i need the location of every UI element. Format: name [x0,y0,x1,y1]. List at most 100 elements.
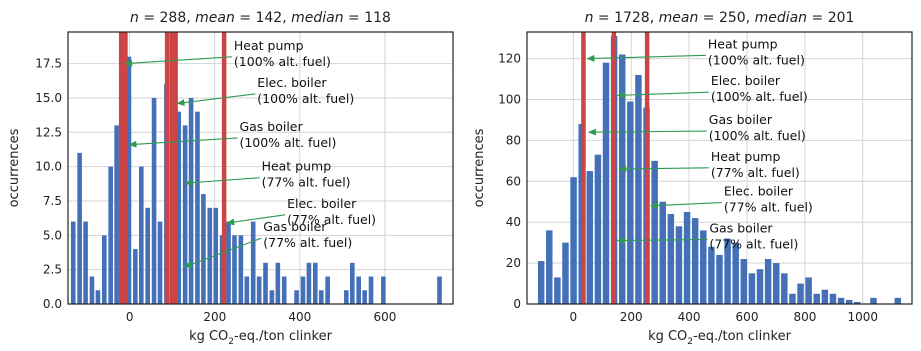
annotation-arrow [616,237,708,245]
title-part: n [585,10,594,26]
histogram-bar [781,273,788,304]
histogram-bar [675,226,683,304]
x-axis-label-subscript: 2 [228,337,234,347]
histogram-bar [845,299,853,304]
y-tick-label: 17.5 [35,57,62,71]
histogram-bar [325,276,330,304]
annotation-line: Heat pump [711,149,781,164]
histogram-bar [238,235,244,304]
title-part: = 250, [698,10,754,26]
histogram-bar [207,207,213,304]
title-part: = 118 [344,10,391,26]
annotation-arrow [128,137,238,148]
x-axis-label: kg CO2-eq./ton clinker [189,329,333,347]
y-tick-label: 15.0 [35,91,62,105]
title-part: = 142, [235,10,291,26]
annotation-line: Elec. boiler [257,75,327,90]
y-tick-label: 80 [506,133,521,147]
annotation-arrow [226,214,286,226]
histogram-bar [667,214,675,304]
histogram-bar [306,262,312,304]
histogram-bar [226,221,231,304]
plot-area [68,32,453,304]
histogram-bar [362,290,367,304]
chart-title: n = 288, mean = 142, median = 118 [130,10,391,26]
annotation-line: (77% alt. fuel) [724,200,813,215]
annotation-line: Heat pump [234,38,304,53]
histogram-bar [176,111,182,305]
axes-frame [526,31,913,305]
x-axis-label-subscript: 2 [687,337,693,347]
chart-title: n = 1728, mean = 250, median = 201 [585,10,855,26]
histogram-bar [83,221,88,304]
y-tick-label: 5.0 [43,228,62,242]
histogram-bar [740,259,748,304]
histogram-bar [275,262,281,304]
histogram-bar [114,125,119,304]
histogram-bar [837,297,845,304]
histogram-bar [813,293,820,304]
histogram-bar [627,101,634,304]
annotation-line: (100% alt. fuel) [234,54,331,69]
histogram-bar [700,230,707,304]
histogram-bar [281,276,287,304]
x-tick-label: 1000 [848,310,879,324]
annotation-label: Gas boiler (100% alt. fuel) [239,119,336,150]
histogram-bar [537,261,545,304]
histogram-bar [157,221,163,304]
histogram-bar [101,235,107,304]
histogram-bar [562,242,569,304]
annotation-line: Elec. boiler [711,73,781,88]
y-tick-label: 120 [498,52,521,66]
histogram-bar [269,290,275,304]
histogram-bar [145,207,150,304]
y-tick-label: 12.5 [35,125,62,139]
annotation-line: (100% alt. fuel) [239,135,336,150]
annotation-line: (77% alt. fuel) [287,212,376,227]
histogram-bar [854,301,861,304]
x-tick-label: 400 [678,310,701,324]
histogram-bar [829,293,837,304]
x-axis-label: kg CO2-eq./ton clinker [648,329,792,347]
annotation-label: Heat pump (77% alt. fuel) [262,159,351,190]
annotation-line: (77% alt. fuel) [711,165,800,180]
x-tick-label: 400 [288,310,311,324]
histogram-bar [570,177,577,304]
annotation-line: Gas boiler [709,220,773,235]
histogram-bar [748,273,756,304]
histogram-bar [789,293,796,304]
y-axis-label: occurrences [7,128,22,207]
title-part: = 1728, [593,10,658,26]
annotation-label: Elec. boiler (100% alt. fuel) [257,75,354,106]
annotation-arrow [124,56,232,67]
histogram-bar [182,125,188,304]
histogram-bar [594,154,602,304]
y-tick-label: 60 [506,174,521,188]
histogram-bar [894,297,902,304]
x-tick-label: 0 [569,310,577,324]
histogram-bar [618,54,626,304]
histogram-bar [716,254,723,304]
histogram-bar [213,207,219,304]
annotation-arrow [587,128,707,136]
histogram-bar [232,235,237,304]
histogram-bar [586,171,594,304]
x-tick-label: 600 [736,310,759,324]
x-axis-label-main: kg CO [648,329,687,344]
histogram-bar [554,277,561,304]
annotation-line: Heat pump [262,159,332,174]
histogram-panel-left: Heat pump (100% alt. fuel)Elec. boiler (10… [7,10,454,347]
annotation-arrow [618,165,709,173]
histogram-bar [318,290,324,304]
annotation-line: (77% alt. fuel) [262,175,351,190]
title-part: n [130,10,139,26]
y-tick-label: 40 [506,215,521,229]
histogram-bar [263,262,268,304]
histogram-bar [244,276,250,304]
annotation-label: Gas boiler (77% alt. fuel) [263,219,352,250]
histogram-bar [651,160,658,304]
annotation-line: (100% alt. fuel) [709,128,806,143]
title-part: = 201 [807,10,854,26]
histogram-bar [635,74,642,305]
